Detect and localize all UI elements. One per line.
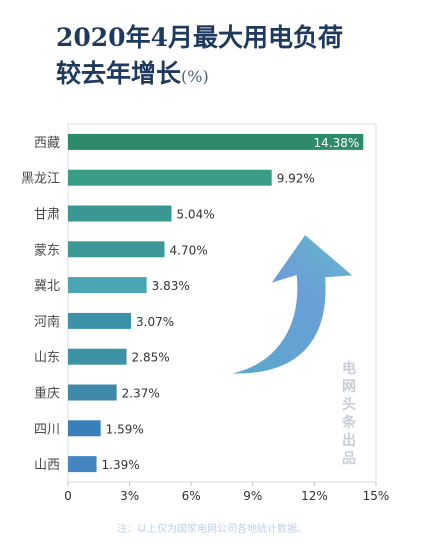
category-label: 冀北 — [34, 278, 60, 294]
bars-group: 西藏 14.38% 黑龙江 9.92% 甘肃 5.04% 蒙东 4.70% 冀北 3.83% 河南 3… — [21, 133, 364, 473]
category-label: 西藏 — [34, 136, 60, 151]
category-label: 黑龙江 — [21, 172, 60, 187]
x-tick-label: 12% — [301, 489, 328, 503]
x-tick-label: 9% — [243, 489, 262, 503]
bar — [68, 456, 97, 473]
category-label: 四川 — [34, 422, 60, 437]
x-axis: 0 3% 6% 9% 12% 15% — [64, 482, 389, 503]
bar — [68, 241, 165, 258]
category-label: 山西 — [34, 458, 60, 473]
category-label: 重庆 — [34, 386, 60, 402]
bar — [68, 312, 132, 329]
bar — [68, 420, 101, 437]
curved-up-arrow-icon — [225, 232, 356, 375]
x-tick-label: 6% — [182, 489, 201, 503]
bar — [68, 169, 272, 186]
value-label: 1.59% — [106, 422, 144, 436]
category-label: 蒙东 — [34, 243, 60, 258]
bar — [68, 205, 172, 222]
x-tick-label: 3% — [120, 489, 139, 503]
category-label: 山东 — [34, 351, 60, 366]
title-unit: (%) — [181, 67, 209, 86]
value-label: 1.39% — [102, 458, 140, 472]
value-label: 3.83% — [152, 279, 190, 293]
bar — [68, 348, 127, 365]
plot-frame — [67, 123, 377, 483]
value-label: 9.92% — [277, 172, 315, 186]
category-label: 甘肃 — [34, 208, 60, 223]
value-label: 14.38% — [314, 136, 360, 150]
x-tick-label: 15% — [363, 489, 390, 503]
x-tick-label: 0 — [64, 489, 72, 503]
value-label: 2.37% — [122, 387, 160, 401]
value-label: 5.04% — [176, 208, 214, 222]
bar — [68, 384, 117, 401]
title-line-2: 较去年增长(%) — [56, 56, 396, 95]
bar — [68, 133, 364, 150]
chart-title: 2020年4月最大用电负荷 较去年增长(%) — [56, 20, 396, 95]
title-line-1: 2020年4月最大用电负荷 — [56, 23, 343, 52]
value-label: 4.70% — [170, 243, 208, 257]
category-label: 河南 — [34, 314, 60, 330]
footnote: 注：以上仅为国家电网公司各地统计数据。 — [117, 524, 307, 535]
value-label: 3.07% — [136, 315, 174, 329]
value-label: 2.85% — [132, 351, 170, 365]
watermark-text: 电网头条出品 — [342, 361, 356, 467]
title-line-2-text: 较去年增长 — [56, 59, 182, 88]
bar — [68, 277, 147, 294]
